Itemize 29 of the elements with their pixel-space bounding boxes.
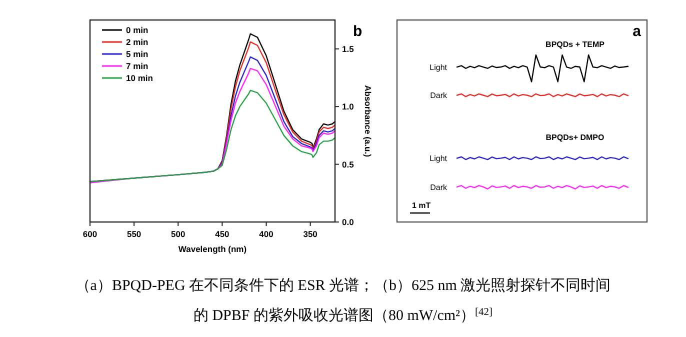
annotation: BPQDs+ DMPO [546,133,604,142]
chart-title: b [353,23,362,40]
chart-title: a [632,23,642,40]
text: BPQDs + TEMP [546,40,606,49]
series-label: Dark [430,182,448,192]
text: （a）BPQD-PEG 在不同条件下的 ESR 光谱；（b）625 nm 激光照射探针不同时间 [75,277,611,294]
y-tick-label: 1.0 [342,102,354,112]
x-tick-label: 350 [303,229,318,239]
legend-label: 2 min [126,37,148,47]
x-tick-label: 550 [126,229,142,239]
y-tick-label: 1.5 [342,44,354,54]
x-tick-label: 500 [171,229,186,239]
x-tick-label: 450 [215,229,230,239]
series-label: Light [430,154,448,164]
legend-label: 5 min [126,49,148,59]
x-axis-title: Wavelength (nm) [178,244,247,254]
series-label: Dark [430,91,448,100]
y-tick-label: 0.0 [342,217,354,227]
legend-label: 7 min [126,61,148,71]
x-tick-label: 400 [259,229,274,239]
y-tick-label: 0.5 [342,159,354,170]
text: 的 DPBF 的紫外吸收光谱图（80 mW/cm²）$^{[42]}$ [193,306,493,324]
legend-label: 10 min [126,73,153,83]
series-label: Light [430,63,448,72]
y-axis-title: Absorbance (a.u.) [363,85,373,158]
legend-label: 0 min [126,25,148,35]
text: 1 mT [412,201,431,210]
line-series [89,90,336,182]
x-tick-label: 600 [82,229,98,239]
